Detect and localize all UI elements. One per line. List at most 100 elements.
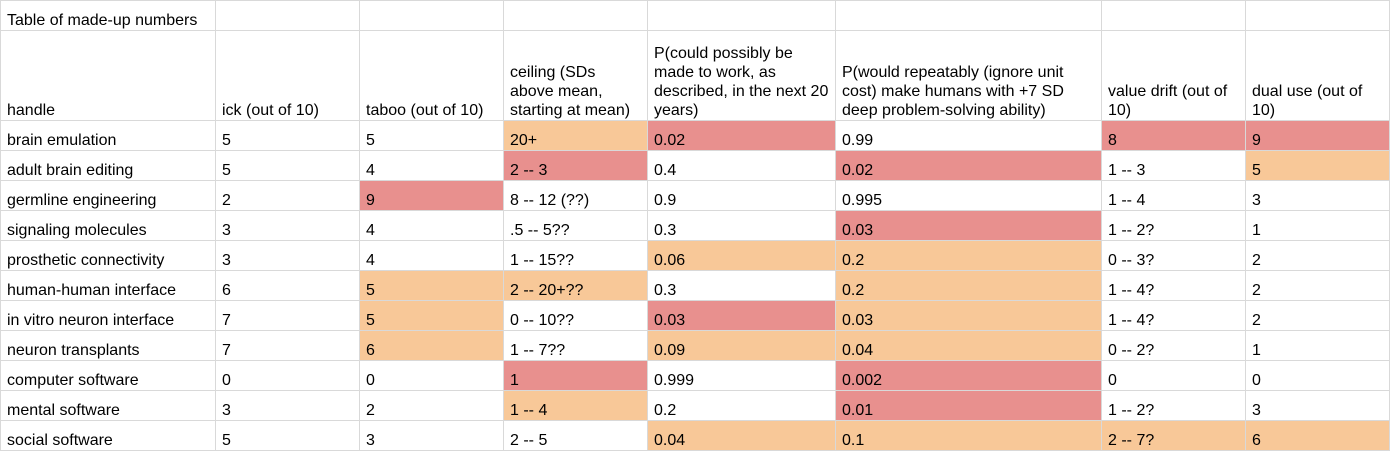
- header-handle[interactable]: handle: [0, 30, 216, 121]
- cell-taboo[interactable]: 5: [359, 270, 504, 301]
- header-ick[interactable]: ick (out of 10): [215, 30, 360, 121]
- cell-taboo[interactable]: 5: [359, 120, 504, 151]
- cell-ick[interactable]: 5: [215, 120, 360, 151]
- header-taboo[interactable]: taboo (out of 10): [359, 30, 504, 121]
- cell-dual-use[interactable]: 9: [1245, 120, 1390, 151]
- cell-handle[interactable]: computer software: [0, 360, 216, 391]
- cell-p-could-work[interactable]: 0.09: [647, 330, 836, 361]
- cell-p-could-work[interactable]: 0.04: [647, 420, 836, 451]
- cell-ick[interactable]: 5: [215, 150, 360, 181]
- cell-taboo[interactable]: 4: [359, 210, 504, 241]
- cell[interactable]: [503, 0, 648, 31]
- cell-ick[interactable]: 3: [215, 240, 360, 271]
- cell-ceiling[interactable]: 1 -- 7??: [503, 330, 648, 361]
- cell-handle[interactable]: human-human interface: [0, 270, 216, 301]
- cell-ceiling[interactable]: .5 -- 5??: [503, 210, 648, 241]
- cell-p-could-work[interactable]: 0.02: [647, 120, 836, 151]
- cell-value-drift[interactable]: 1 -- 4?: [1101, 270, 1246, 301]
- cell-value-drift[interactable]: 2 -- 7?: [1101, 420, 1246, 451]
- cell[interactable]: [359, 0, 504, 31]
- cell-handle[interactable]: germline engineering: [0, 180, 216, 211]
- cell-ceiling[interactable]: 2 -- 3: [503, 150, 648, 181]
- cell-handle[interactable]: social software: [0, 420, 216, 451]
- cell-dual-use[interactable]: 3: [1245, 390, 1390, 421]
- cell-p-repeatably[interactable]: 0.2: [835, 270, 1102, 301]
- header-dual-use[interactable]: dual use (out of 10): [1245, 30, 1390, 121]
- cell-ceiling[interactable]: 1 -- 15??: [503, 240, 648, 271]
- cell-p-could-work[interactable]: 0.9: [647, 180, 836, 211]
- cell-p-could-work[interactable]: 0.2: [647, 390, 836, 421]
- cell-value-drift[interactable]: 1 -- 2?: [1101, 390, 1246, 421]
- cell-ceiling[interactable]: 2 -- 20+??: [503, 270, 648, 301]
- cell-ick[interactable]: 5: [215, 420, 360, 451]
- cell-p-repeatably[interactable]: 0.03: [835, 300, 1102, 331]
- cell-taboo[interactable]: 4: [359, 240, 504, 271]
- cell-ick[interactable]: 6: [215, 270, 360, 301]
- cell-ceiling[interactable]: 0 -- 10??: [503, 300, 648, 331]
- header-p-repeatably[interactable]: P(would repeatably (ignore unit cost) ma…: [835, 30, 1102, 121]
- cell-p-could-work[interactable]: 0.06: [647, 240, 836, 271]
- cell-p-could-work[interactable]: 0.03: [647, 300, 836, 331]
- cell-ick[interactable]: 3: [215, 390, 360, 421]
- cell-handle[interactable]: mental software: [0, 390, 216, 421]
- cell-ick[interactable]: 7: [215, 330, 360, 361]
- cell[interactable]: [835, 0, 1102, 31]
- cell-dual-use[interactable]: 2: [1245, 240, 1390, 271]
- cell-handle[interactable]: prosthetic connectivity: [0, 240, 216, 271]
- cell-p-could-work[interactable]: 0.999: [647, 360, 836, 391]
- cell-value-drift[interactable]: 1 -- 4?: [1101, 300, 1246, 331]
- cell-p-could-work[interactable]: 0.3: [647, 270, 836, 301]
- cell-taboo[interactable]: 6: [359, 330, 504, 361]
- cell-ick[interactable]: 0: [215, 360, 360, 391]
- cell-ick[interactable]: 2: [215, 180, 360, 211]
- cell-ceiling[interactable]: 8 -- 12 (??): [503, 180, 648, 211]
- cell-handle[interactable]: adult brain editing: [0, 150, 216, 181]
- cell[interactable]: [647, 0, 836, 31]
- cell-p-repeatably[interactable]: 0.995: [835, 180, 1102, 211]
- cell-p-could-work[interactable]: 0.3: [647, 210, 836, 241]
- cell[interactable]: [215, 0, 360, 31]
- cell-dual-use[interactable]: 5: [1245, 150, 1390, 181]
- cell-value-drift[interactable]: 1 -- 4: [1101, 180, 1246, 211]
- cell-ick[interactable]: 3: [215, 210, 360, 241]
- cell-dual-use[interactable]: 2: [1245, 300, 1390, 331]
- cell-value-drift[interactable]: 0: [1101, 360, 1246, 391]
- cell-ceiling[interactable]: 2 -- 5: [503, 420, 648, 451]
- cell-dual-use[interactable]: 3: [1245, 180, 1390, 211]
- header-value-drift[interactable]: value drift (out of 10): [1101, 30, 1246, 121]
- cell-p-repeatably[interactable]: 0.2: [835, 240, 1102, 271]
- cell[interactable]: [1245, 0, 1390, 31]
- cell-value-drift[interactable]: 8: [1101, 120, 1246, 151]
- cell-ceiling[interactable]: 1: [503, 360, 648, 391]
- cell-p-repeatably[interactable]: 0.99: [835, 120, 1102, 151]
- cell-p-repeatably[interactable]: 0.02: [835, 150, 1102, 181]
- cell-value-drift[interactable]: 1 -- 2?: [1101, 210, 1246, 241]
- cell-taboo[interactable]: 4: [359, 150, 504, 181]
- cell-handle[interactable]: in vitro neuron interface: [0, 300, 216, 331]
- cell-value-drift[interactable]: 1 -- 3: [1101, 150, 1246, 181]
- cell-taboo[interactable]: 2: [359, 390, 504, 421]
- cell-taboo[interactable]: 3: [359, 420, 504, 451]
- cell-ick[interactable]: 7: [215, 300, 360, 331]
- cell-p-repeatably[interactable]: 0.04: [835, 330, 1102, 361]
- cell-dual-use[interactable]: 0: [1245, 360, 1390, 391]
- cell-p-repeatably[interactable]: 0.1: [835, 420, 1102, 451]
- cell-p-could-work[interactable]: 0.4: [647, 150, 836, 181]
- cell-dual-use[interactable]: 2: [1245, 270, 1390, 301]
- cell-value-drift[interactable]: 0 -- 2?: [1101, 330, 1246, 361]
- cell-taboo[interactable]: 9: [359, 180, 504, 211]
- cell-dual-use[interactable]: 1: [1245, 330, 1390, 361]
- cell-p-repeatably[interactable]: 0.002: [835, 360, 1102, 391]
- cell-ceiling[interactable]: 1 -- 4: [503, 390, 648, 421]
- cell-dual-use[interactable]: 1: [1245, 210, 1390, 241]
- header-p-could-work[interactable]: P(could possibly be made to work, as des…: [647, 30, 836, 121]
- cell-p-repeatably[interactable]: 0.03: [835, 210, 1102, 241]
- cell-p-repeatably[interactable]: 0.01: [835, 390, 1102, 421]
- cell-ceiling[interactable]: 20+: [503, 120, 648, 151]
- header-ceiling[interactable]: ceiling (SDs above mean, starting at mea…: [503, 30, 648, 121]
- cell-handle[interactable]: neuron transplants: [0, 330, 216, 361]
- table-title[interactable]: Table of made-up numbers: [0, 0, 216, 31]
- cell-value-drift[interactable]: 0 -- 3?: [1101, 240, 1246, 271]
- cell-taboo[interactable]: 0: [359, 360, 504, 391]
- cell-handle[interactable]: brain emulation: [0, 120, 216, 151]
